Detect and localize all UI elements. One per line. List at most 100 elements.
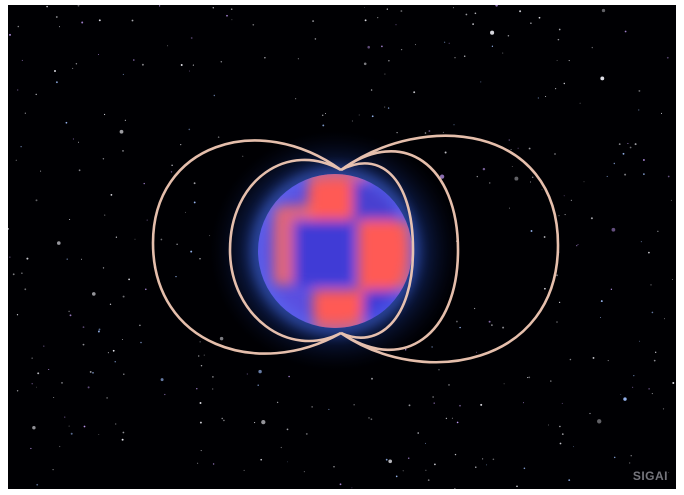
star-dot (672, 382, 675, 384)
star-dot (258, 369, 262, 374)
star-dot (77, 5, 80, 7)
star-dot (456, 421, 459, 424)
star-dot (122, 295, 125, 298)
star-dot (556, 274, 558, 277)
star-dot (568, 479, 571, 481)
star-dot (212, 463, 215, 465)
star-dot (650, 284, 652, 286)
star-dot (305, 432, 308, 435)
star-dot (537, 97, 539, 99)
star-dot (592, 356, 595, 359)
star-dot (121, 339, 123, 340)
star-dot (448, 42, 450, 44)
star-dot (61, 382, 63, 384)
star-dot (428, 130, 431, 132)
star-dot (527, 377, 529, 379)
star-dot (115, 236, 118, 238)
star-dot (607, 360, 609, 362)
star-dot (480, 403, 483, 406)
star-dot (482, 167, 486, 171)
star-dot (556, 60, 558, 61)
star-dot (559, 425, 561, 428)
star-dot (508, 207, 510, 209)
star-dot (558, 301, 561, 304)
star-dot (363, 62, 367, 66)
star-dot (190, 37, 193, 39)
star-dot (488, 320, 491, 323)
star-dot (112, 349, 115, 352)
star-dot (21, 272, 23, 274)
star-dot (36, 483, 39, 486)
star-dot (68, 425, 70, 427)
star-dot (400, 48, 403, 51)
star-dot (223, 419, 225, 422)
star-dot (180, 143, 182, 146)
star-dot (184, 211, 186, 213)
star-dot (454, 57, 456, 59)
star-dot (339, 483, 342, 486)
star-dot (40, 170, 42, 172)
star-dot (664, 318, 665, 320)
star-dot (75, 63, 78, 65)
star-dot (613, 162, 616, 165)
star-dot (438, 369, 440, 371)
star-dot (453, 124, 455, 126)
star-dot (439, 174, 445, 179)
star-dot (128, 278, 130, 281)
star-dot (370, 418, 373, 421)
star-dot (97, 54, 99, 56)
star-dot (65, 121, 68, 124)
star-dot (451, 417, 453, 419)
star-dot (599, 316, 602, 319)
star-dot (543, 236, 546, 238)
star-dot (87, 386, 90, 389)
star-dot (72, 138, 74, 140)
star-dot (558, 215, 560, 217)
star-dot (384, 106, 386, 108)
star-dot (443, 41, 446, 43)
star-dot (91, 292, 96, 296)
star-dot (510, 148, 512, 151)
star-dot (82, 343, 85, 346)
star-dot (514, 176, 519, 181)
star-dot (82, 326, 85, 328)
star-dot (638, 89, 641, 92)
star-dot (114, 361, 116, 363)
star-dot (17, 25, 20, 28)
star-dot (48, 368, 50, 371)
star-dot (475, 351, 478, 353)
star-dot (486, 464, 488, 466)
star-dot (653, 359, 656, 362)
star-dot (491, 324, 493, 326)
star-dot (455, 320, 458, 323)
star-dot (104, 214, 106, 216)
star-dot (638, 340, 641, 342)
star-dot (530, 181, 532, 183)
star-dot (538, 16, 541, 19)
star-dot (408, 404, 411, 407)
star-dot (559, 442, 562, 445)
star-dot (353, 404, 355, 406)
star-dot (473, 307, 476, 310)
star-dot (623, 397, 627, 401)
star-dot (286, 428, 289, 431)
star-dot (160, 378, 164, 382)
star-dot (21, 59, 23, 61)
star-dot (459, 326, 461, 329)
star-dot (672, 279, 674, 280)
star-dot (666, 56, 669, 59)
star-dot (624, 30, 627, 33)
star-dot (68, 310, 70, 313)
star-dot (564, 214, 566, 216)
star-dot (629, 146, 632, 149)
star-dot (104, 113, 106, 116)
star-dot (30, 447, 32, 450)
star-dot (193, 182, 196, 185)
star-dot (252, 23, 255, 26)
star-dot (226, 14, 228, 17)
star-dot (474, 12, 477, 15)
star-dot (209, 235, 211, 237)
star-dot (212, 388, 214, 390)
star-dot (624, 173, 627, 176)
star-dot (427, 479, 430, 481)
